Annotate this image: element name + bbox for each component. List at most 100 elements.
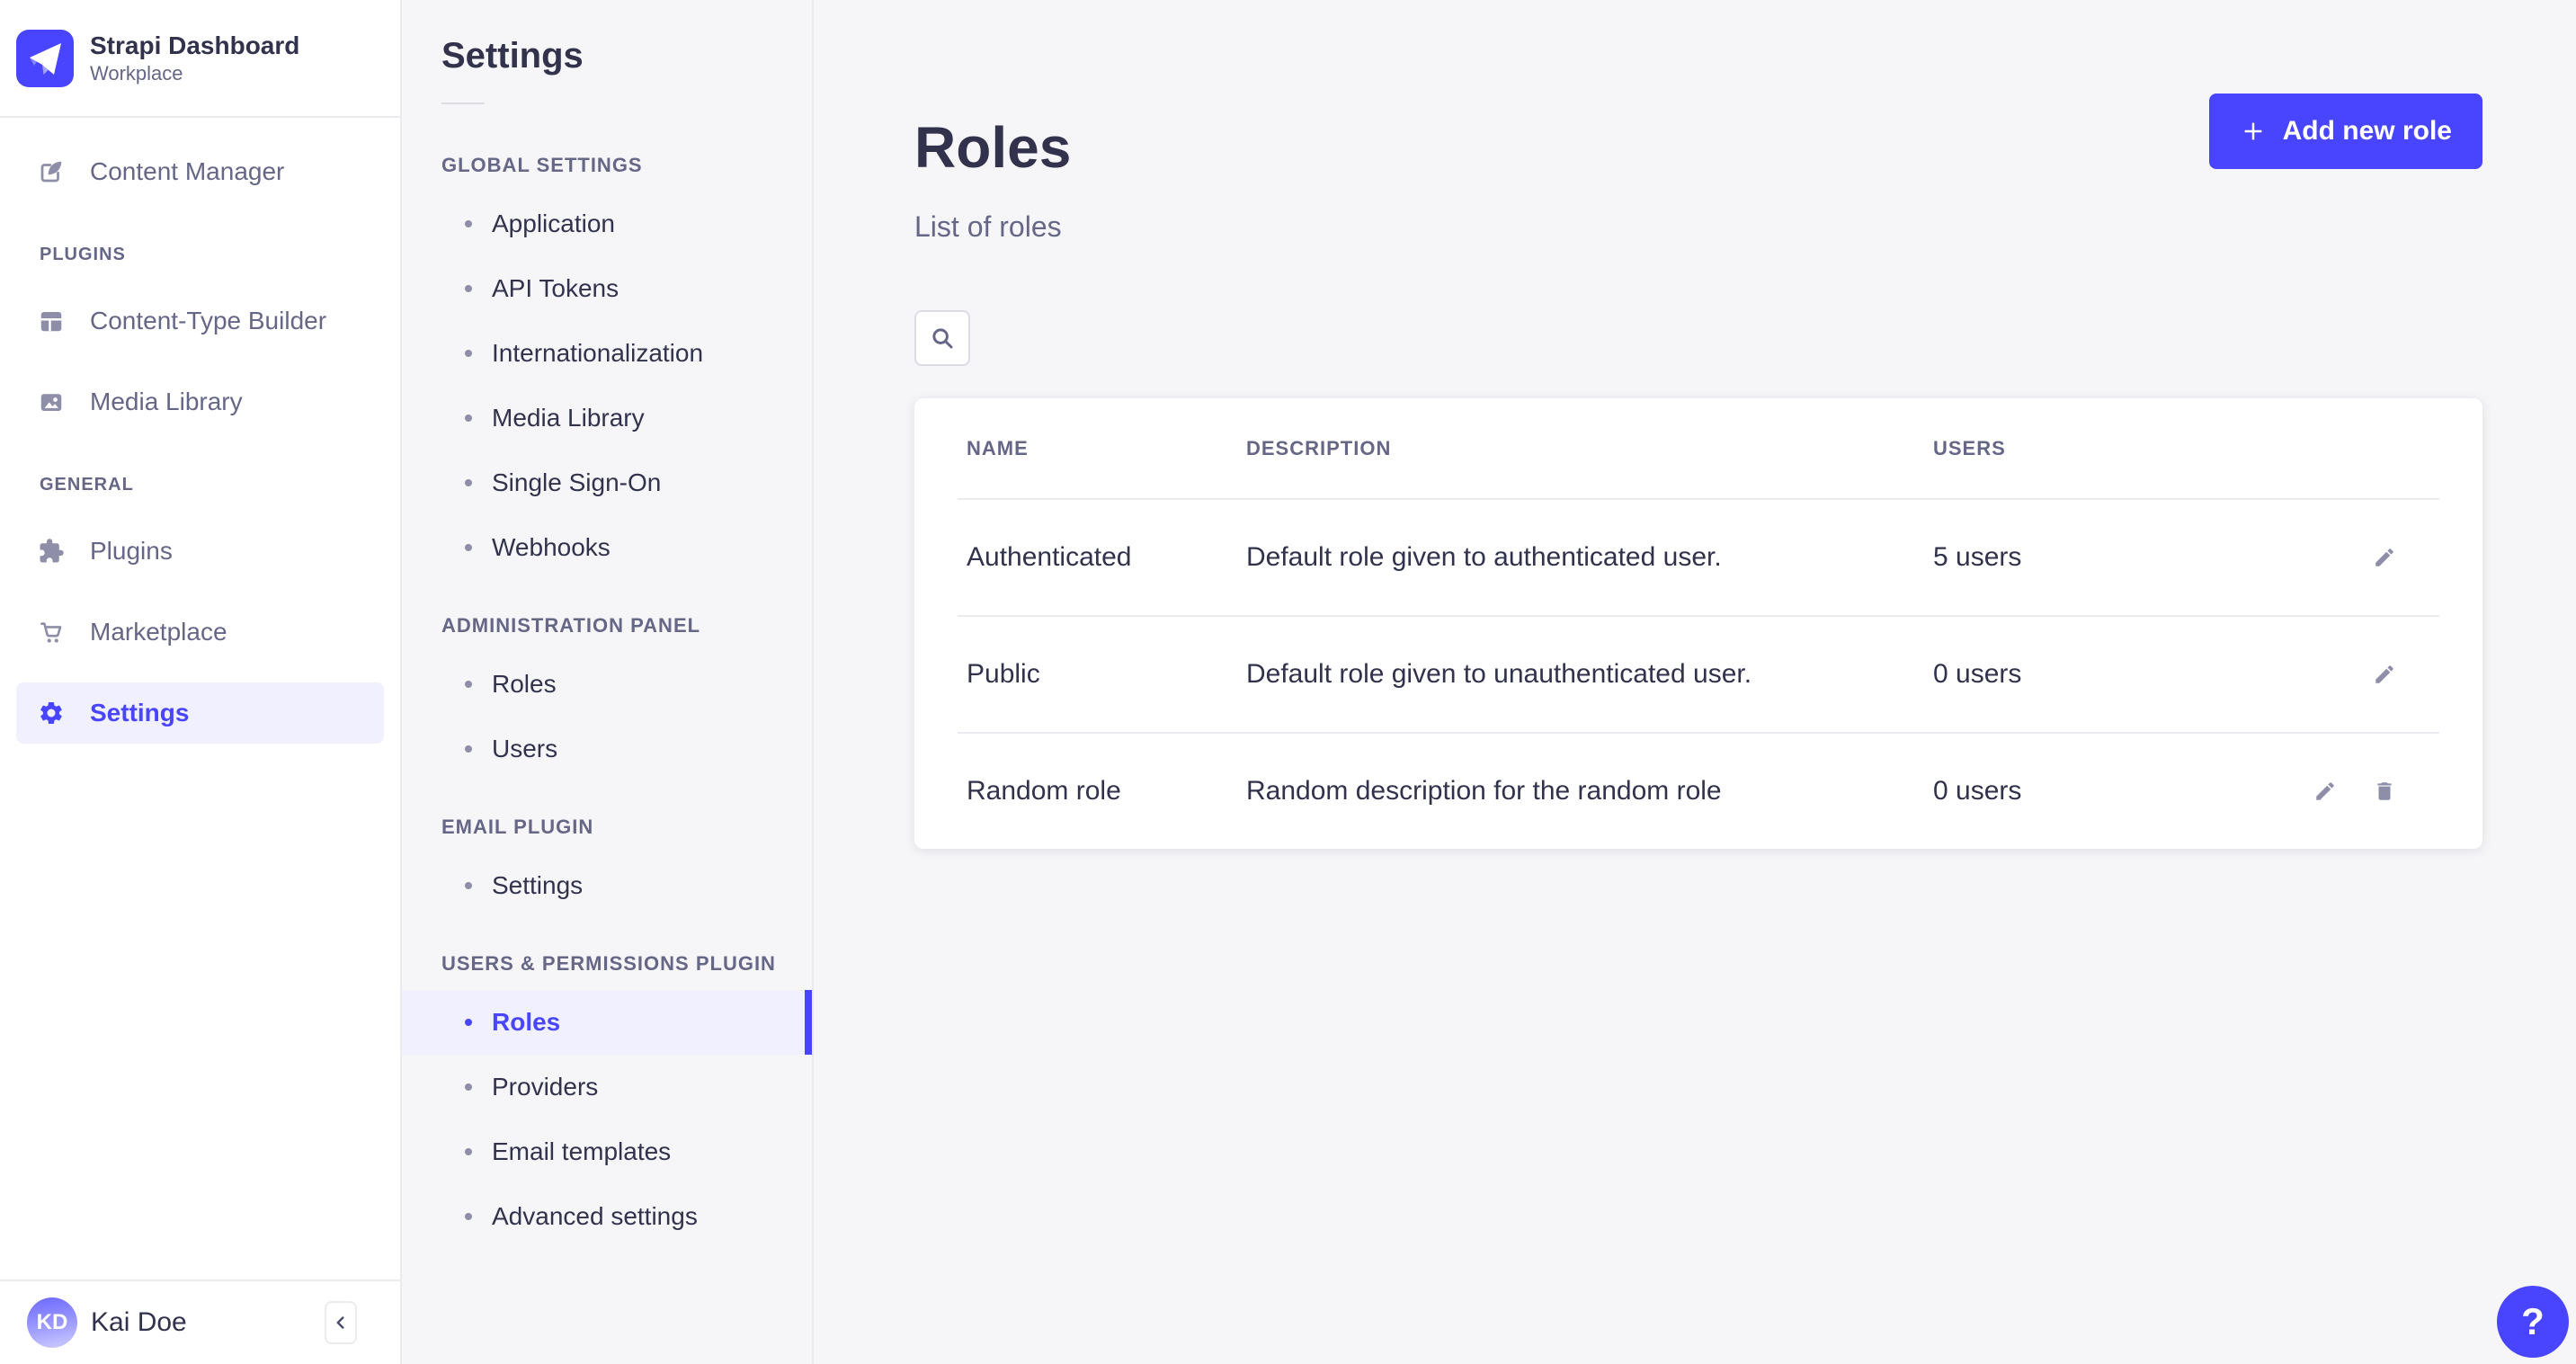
help-button[interactable]: ? <box>2497 1286 2569 1358</box>
sidebar-footer: KD Kai Doe <box>0 1279 400 1364</box>
trash-icon <box>2377 782 2392 800</box>
row-actions <box>2373 546 2439 569</box>
settings-nav-item-internationalization[interactable]: Internationalization <box>402 321 812 386</box>
bullet-icon <box>465 1148 472 1155</box>
page-title: Roles <box>914 115 1072 180</box>
sidebar-item-settings[interactable]: Settings <box>16 682 384 744</box>
settings-nav-item-application[interactable]: Application <box>402 192 812 256</box>
gear-icon <box>38 700 65 727</box>
role-name: Authenticated <box>967 542 1132 572</box>
workspace-titles: Strapi Dashboard Workplace <box>90 31 299 86</box>
bullet-icon <box>465 1083 472 1091</box>
row-actions <box>2313 780 2439 803</box>
table-row-random-role[interactable]: Random role Random description for the r… <box>958 732 2439 849</box>
sidebar-item-plugins[interactable]: Plugins <box>16 521 384 582</box>
settings-nav-item-api-tokens[interactable]: API Tokens <box>402 256 812 321</box>
strapi-logo <box>16 29 74 87</box>
settings-nav-item-advanced-settings[interactable]: Advanced settings <box>402 1184 812 1249</box>
puzzle-icon <box>38 538 65 565</box>
main-content: Roles List of roles Add new role <box>814 0 2576 1364</box>
sidebar-item-label: Settings <box>90 699 190 727</box>
question-mark-icon: ? <box>2521 1300 2545 1342</box>
plus-icon <box>2240 118 2267 145</box>
sidebar-item-label: Plugins <box>90 537 173 565</box>
add-new-role-button[interactable]: Add new role <box>2208 94 2482 169</box>
workspace-name: Workplace <box>90 61 183 85</box>
search-button[interactable] <box>914 310 970 366</box>
bullet-icon <box>465 350 472 357</box>
collapse-sidebar-button[interactable] <box>325 1301 357 1344</box>
role-users-count: 0 users <box>1933 776 2022 806</box>
edit-role-button[interactable] <box>2313 780 2337 803</box>
settings-nav-item-up-roles[interactable]: Roles <box>402 990 812 1055</box>
sidebar-item-media-library[interactable]: Media Library <box>16 371 384 432</box>
column-header-users: USERS <box>1933 436 2006 459</box>
user-name: Kai Doe <box>91 1307 187 1337</box>
section-global-settings: GLOBAL SETTINGS <box>441 154 643 176</box>
settings-nav-title: Settings <box>441 36 584 76</box>
bullet-icon <box>465 681 472 688</box>
sidebar-item-label: Media Library <box>90 388 243 415</box>
edit-role-button[interactable] <box>2373 546 2396 569</box>
column-header-name: NAME <box>967 436 1029 459</box>
sidebar-item-label: Content Manager <box>90 157 285 185</box>
settings-nav-item-single-sign-on[interactable]: Single Sign-On <box>402 450 812 515</box>
settings-nav-item-providers[interactable]: Providers <box>402 1055 812 1119</box>
table-row-public[interactable]: Public Default role given to unauthentic… <box>958 615 2439 732</box>
role-users-count: 5 users <box>1933 542 2022 572</box>
divider <box>441 103 485 104</box>
table-header-row: NAME DESCRIPTION USERS <box>958 398 2439 498</box>
settings-sub-nav: Settings GLOBAL SETTINGS Application API… <box>402 0 814 1364</box>
settings-nav-item-email-settings[interactable]: Settings <box>402 853 812 918</box>
app-title: Strapi Dashboard <box>90 31 300 59</box>
settings-nav-item-email-templates[interactable]: Email templates <box>402 1119 812 1184</box>
delete-role-button[interactable] <box>2373 780 2396 803</box>
sidebar-item-label: Marketplace <box>90 618 227 646</box>
column-header-description: DESCRIPTION <box>1246 436 1392 459</box>
pencil-icon <box>2375 548 2393 566</box>
sidebar-item-marketplace[interactable]: Marketplace <box>16 602 384 663</box>
pencil-icon <box>2316 782 2334 800</box>
bullet-icon <box>465 415 472 422</box>
feather-icon <box>38 158 65 185</box>
bullet-icon <box>465 882 472 889</box>
bullet-icon <box>465 1019 472 1026</box>
bullet-icon <box>465 745 472 753</box>
settings-nav-item-media-library[interactable]: Media Library <box>402 386 812 450</box>
section-users-permissions-plugin: USERS & PERMISSIONS PLUGIN <box>441 952 776 975</box>
image-icon <box>38 388 65 415</box>
sidebar-item-content-manager[interactable]: Content Manager <box>16 141 384 202</box>
table-row-authenticated[interactable]: Authenticated Default role given to auth… <box>958 498 2439 615</box>
sidebar-item-label: Content-Type Builder <box>90 307 327 334</box>
main-sidebar: Strapi Dashboard Workplace Content Manag… <box>0 0 402 1364</box>
edit-role-button[interactable] <box>2373 663 2396 686</box>
avatar[interactable]: KD <box>27 1297 77 1348</box>
role-name: Public <box>967 659 1040 689</box>
chevron-left-icon <box>331 1313 351 1333</box>
page-header: Roles List of roles Add new role <box>914 94 2482 245</box>
section-email-plugin: EMAIL PLUGIN <box>441 816 594 838</box>
cart-icon <box>38 619 65 646</box>
bullet-icon <box>465 1213 472 1220</box>
role-description: Default role given to authenticated user… <box>1246 542 1722 572</box>
role-users-count: 0 users <box>1933 659 2022 689</box>
pencil-icon <box>2375 665 2393 683</box>
main-nav-list: Content Manager PLUGINS Content-Type Bui… <box>0 118 400 744</box>
sidebar-section-plugins: PLUGINS <box>40 245 126 264</box>
settings-nav-item-webhooks[interactable]: Webhooks <box>402 515 812 580</box>
roles-table-card: NAME DESCRIPTION USERS Authenticated Def… <box>914 398 2482 849</box>
settings-nav-item-admin-roles[interactable]: Roles <box>402 652 812 717</box>
role-name: Random role <box>967 776 1121 806</box>
sidebar-section-general: GENERAL <box>40 475 134 495</box>
role-description: Default role given to unauthenticated us… <box>1246 659 1752 689</box>
bullet-icon <box>465 220 472 227</box>
row-actions <box>2373 663 2439 686</box>
settings-nav-item-admin-users[interactable]: Users <box>402 717 812 781</box>
workspace-header[interactable]: Strapi Dashboard Workplace <box>0 0 400 118</box>
search-icon <box>929 325 956 352</box>
bullet-icon <box>465 479 472 486</box>
layout-grid-icon <box>38 308 65 334</box>
sidebar-item-content-type-builder[interactable]: Content-Type Builder <box>16 290 384 352</box>
section-administration-panel: ADMINISTRATION PANEL <box>441 614 701 637</box>
